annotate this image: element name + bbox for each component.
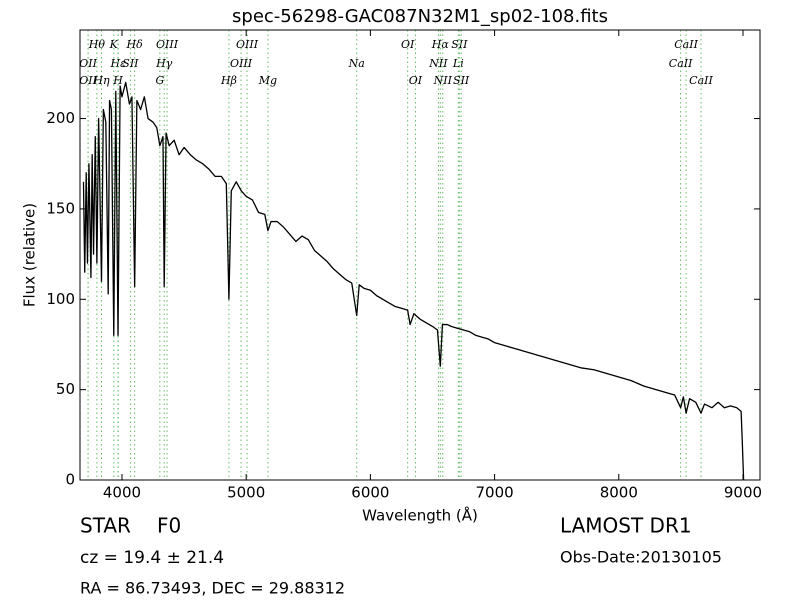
spectral-line-label: OII	[79, 74, 97, 87]
coordinates: RA = 86.73493, DEC = 29.88312	[80, 579, 345, 598]
spectral-line-label: SII	[451, 38, 468, 51]
x-axis-label: Wavelength (Å)	[362, 506, 478, 525]
spectral-line-label: NII	[433, 74, 453, 87]
spectral-line-label: OI	[401, 38, 415, 51]
spectral-line-label: H	[112, 74, 123, 87]
y-tick-label: 100	[46, 290, 75, 308]
y-tick-label: 200	[46, 109, 75, 127]
x-tick-label: 6000	[351, 484, 389, 502]
spectral-line-label: CaII	[669, 57, 693, 70]
x-tick-label: 9000	[724, 484, 762, 502]
spectral-line-label: NII	[428, 57, 448, 70]
object-class: STAR	[80, 514, 131, 538]
spectral-line-label: SII	[122, 57, 139, 70]
spectral-line-label: K	[109, 38, 119, 51]
spectral-line-label: Mg	[258, 74, 277, 87]
spectral-line-label: Hε	[110, 57, 127, 70]
spectral-line-label: Hη	[92, 74, 110, 87]
spectral-line-label: OIII	[156, 38, 179, 51]
plot-frame	[79, 29, 761, 481]
spectral-line-label: Hγ	[155, 57, 173, 70]
spectral-line-label: SII	[453, 74, 470, 87]
spectral-line-label: Hα	[431, 38, 450, 51]
chart-title: spec-56298-GAC087N32M1_sp02-108.fits	[232, 6, 608, 27]
spectral-line-label: OI	[409, 74, 423, 87]
spectral-line-label: CaII	[689, 74, 713, 87]
spectral-line-label: OIII	[230, 57, 253, 70]
x-tick-label: 5000	[227, 484, 265, 502]
redshift: cz = 19.4 ± 21.4	[80, 548, 224, 568]
spectrum-line	[82, 81, 745, 480]
y-axis-label: Flux (relative)	[21, 203, 39, 307]
x-tick-label: 7000	[475, 484, 513, 502]
y-tick-label: 50	[56, 380, 75, 398]
spectral-line-label: Hδ	[126, 38, 144, 51]
spectral-line-label: OIII	[236, 38, 259, 51]
y-tick-label: 150	[46, 199, 75, 217]
spectral-line-label: G	[155, 74, 164, 87]
spectral-line-label: OII	[79, 57, 97, 70]
x-tick-label: 4000	[103, 484, 141, 502]
spectral-line-label: Li	[452, 57, 464, 70]
spectral-line-label: Hβ	[220, 74, 237, 87]
spectral-line-label: CaII	[674, 38, 698, 51]
object-subclass: F0	[157, 514, 181, 538]
x-tick-label: 8000	[600, 484, 638, 502]
obs-date: Obs-Date:20130105	[560, 548, 722, 567]
y-tick-label: 0	[65, 471, 75, 489]
spectral-line-label: Hθ	[88, 38, 106, 51]
survey: LAMOST DR1	[560, 514, 692, 538]
spectral-line-label: Na	[348, 57, 365, 70]
